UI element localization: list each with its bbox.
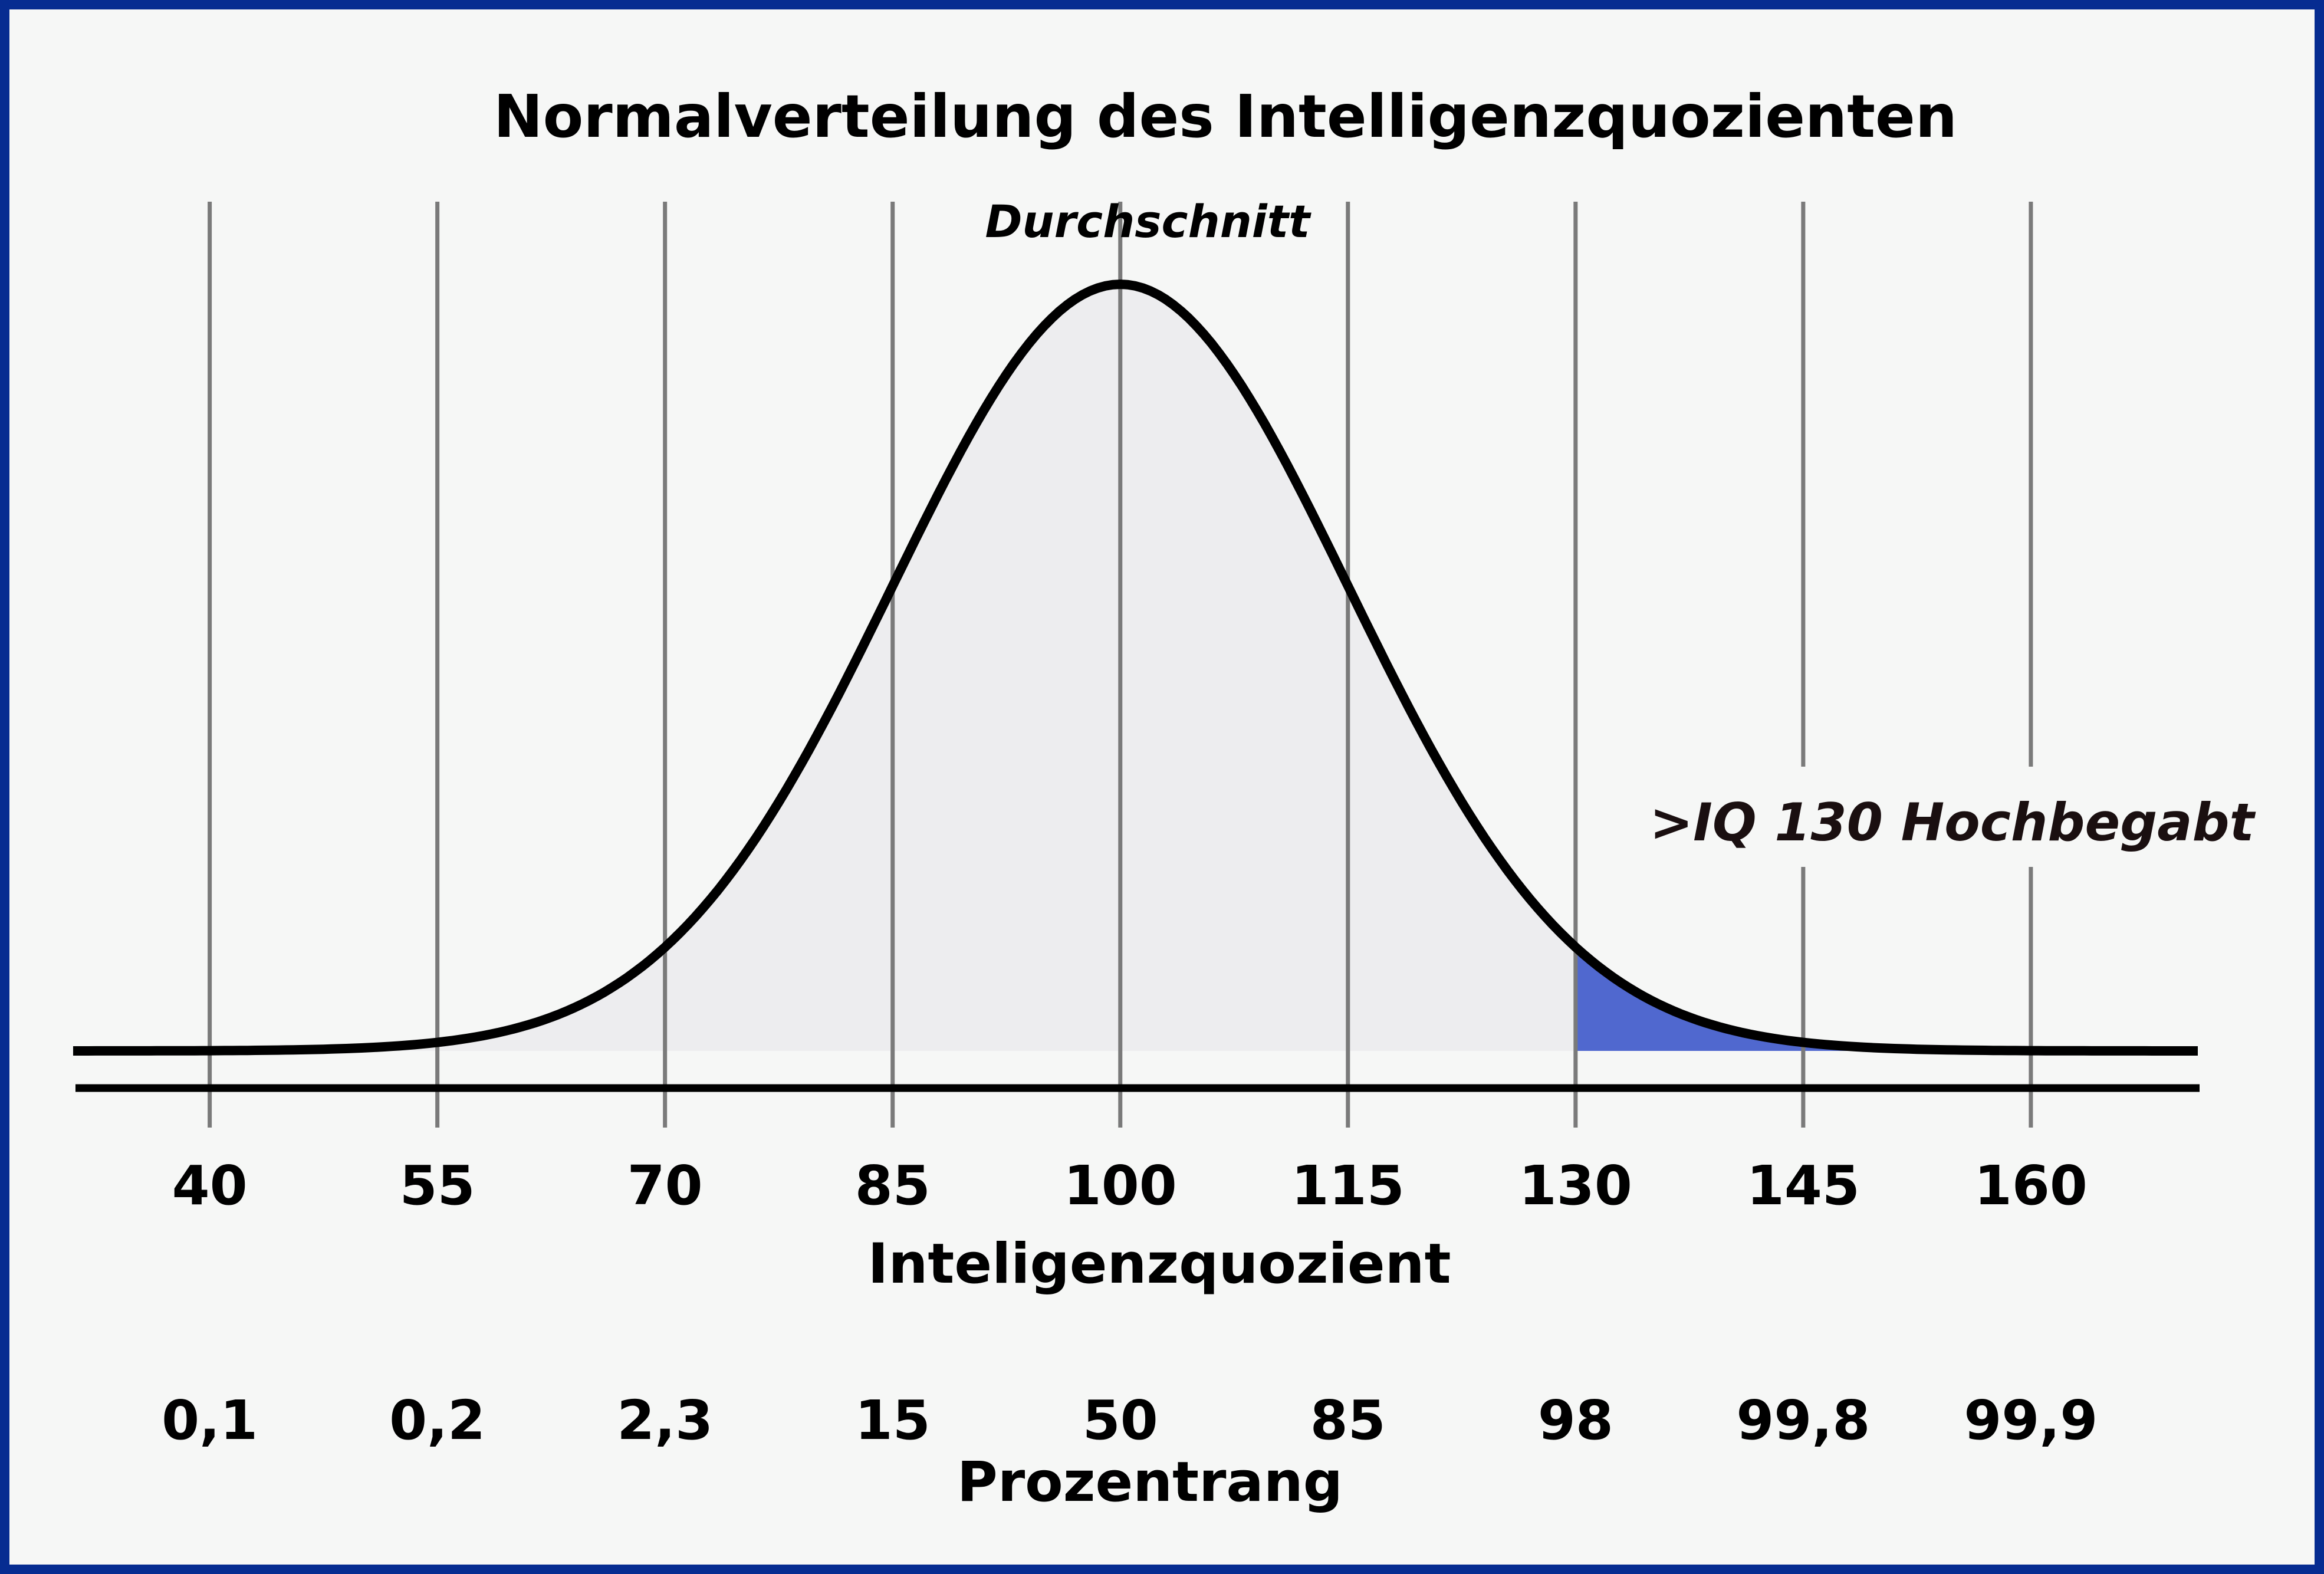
x-tick-label: 145: [1747, 1154, 1860, 1217]
highlight-label-backdrop: [1628, 767, 2276, 867]
percentile-label: 98: [1538, 1389, 1613, 1452]
x-tick-label: 100: [1064, 1154, 1177, 1217]
percentile-label: 2,3: [617, 1389, 713, 1452]
x-tick-label: 85: [855, 1154, 931, 1217]
percentile-label: 50: [1083, 1389, 1158, 1452]
x-tick-label: 130: [1519, 1154, 1632, 1217]
percentile-label: 0,2: [389, 1389, 485, 1452]
x-tick-label: 160: [1974, 1154, 2088, 1217]
percentile-axis-label: Prozentrang: [957, 1450, 1343, 1514]
percentile-label: 99,8: [1736, 1389, 1870, 1452]
x-tick-label: 55: [400, 1154, 475, 1217]
highlight-area: [1575, 947, 1879, 1051]
x-tick-label: 40: [172, 1154, 248, 1217]
percentile-label: 15: [855, 1389, 931, 1452]
highlight-label: >IQ 130 Hochbegabt: [1649, 792, 2256, 853]
curve-area: [73, 284, 2198, 1051]
mean-label: Durchschnitt: [985, 195, 1311, 248]
percentile-label: 85: [1310, 1389, 1386, 1452]
x-tick-label: 115: [1291, 1154, 1405, 1217]
x-tick-label: 70: [627, 1154, 703, 1217]
chart-title: Normalverteilung des Intelligenzquozient…: [494, 82, 1957, 151]
bell-curve: [73, 280, 2198, 1056]
percentile-label: 0,1: [162, 1389, 258, 1452]
percentile-label: 99,9: [1964, 1389, 2098, 1452]
x-axis-label: Inteligenzquozient: [867, 1232, 1451, 1296]
